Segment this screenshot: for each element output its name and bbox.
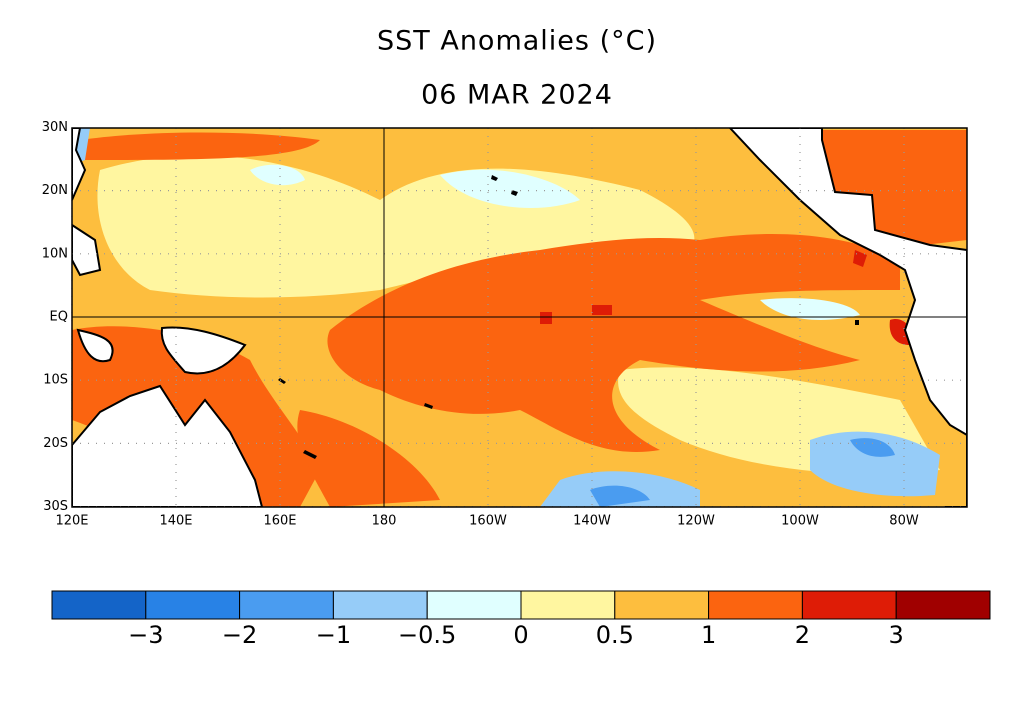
lon-label: 80W: [889, 514, 919, 529]
lon-label: 140E: [159, 514, 192, 529]
lat-label: 30N: [42, 120, 68, 135]
colorbar-swatch: [426, 590, 522, 620]
colorbar-label: −1: [316, 621, 351, 649]
colorbar-swatch: [51, 590, 147, 620]
lat-label: EQ: [50, 310, 68, 325]
colorbar-swatch: [708, 590, 803, 620]
lat-label: 20N: [42, 183, 68, 198]
colorbar-swatch: [332, 590, 428, 620]
lon-label: 100W: [781, 514, 819, 529]
lon-label: 120W: [677, 514, 715, 529]
lat-label: 10N: [42, 246, 68, 261]
lon-label: 160W: [469, 514, 507, 529]
colorbar-label: −3: [128, 621, 163, 649]
colorbar-label: 2: [795, 621, 810, 649]
subtitle: 06 MAR 2024: [421, 80, 613, 111]
colorbar-swatch: [145, 590, 241, 620]
lat-label: 20S: [43, 436, 68, 451]
colorbar-label: −0.5: [398, 621, 456, 649]
lat-label: 30S: [43, 499, 68, 514]
lon-label: 180: [372, 514, 397, 529]
lon-label: 140W: [573, 514, 611, 529]
title: SST Anomalies (°C): [377, 26, 657, 57]
colorbar-label: −2: [222, 621, 257, 649]
lon-label: 160E: [263, 514, 296, 529]
colorbar-swatch: [614, 590, 710, 620]
colorbar-swatch: [801, 590, 897, 620]
colorbar-label: 0.5: [596, 621, 634, 649]
map-frame: [71, 127, 968, 508]
colorbar-swatch: [520, 590, 616, 620]
lat-label: 10S: [43, 373, 68, 388]
colorbar-swatch: [895, 590, 991, 620]
colorbar-swatch: [239, 590, 334, 620]
colorbar-label: 3: [889, 621, 904, 649]
graticule: [71, 128, 967, 508]
lon-label: 120E: [55, 514, 88, 529]
colorbar-label: 0: [513, 621, 528, 649]
colorbar-label: 1: [701, 621, 716, 649]
